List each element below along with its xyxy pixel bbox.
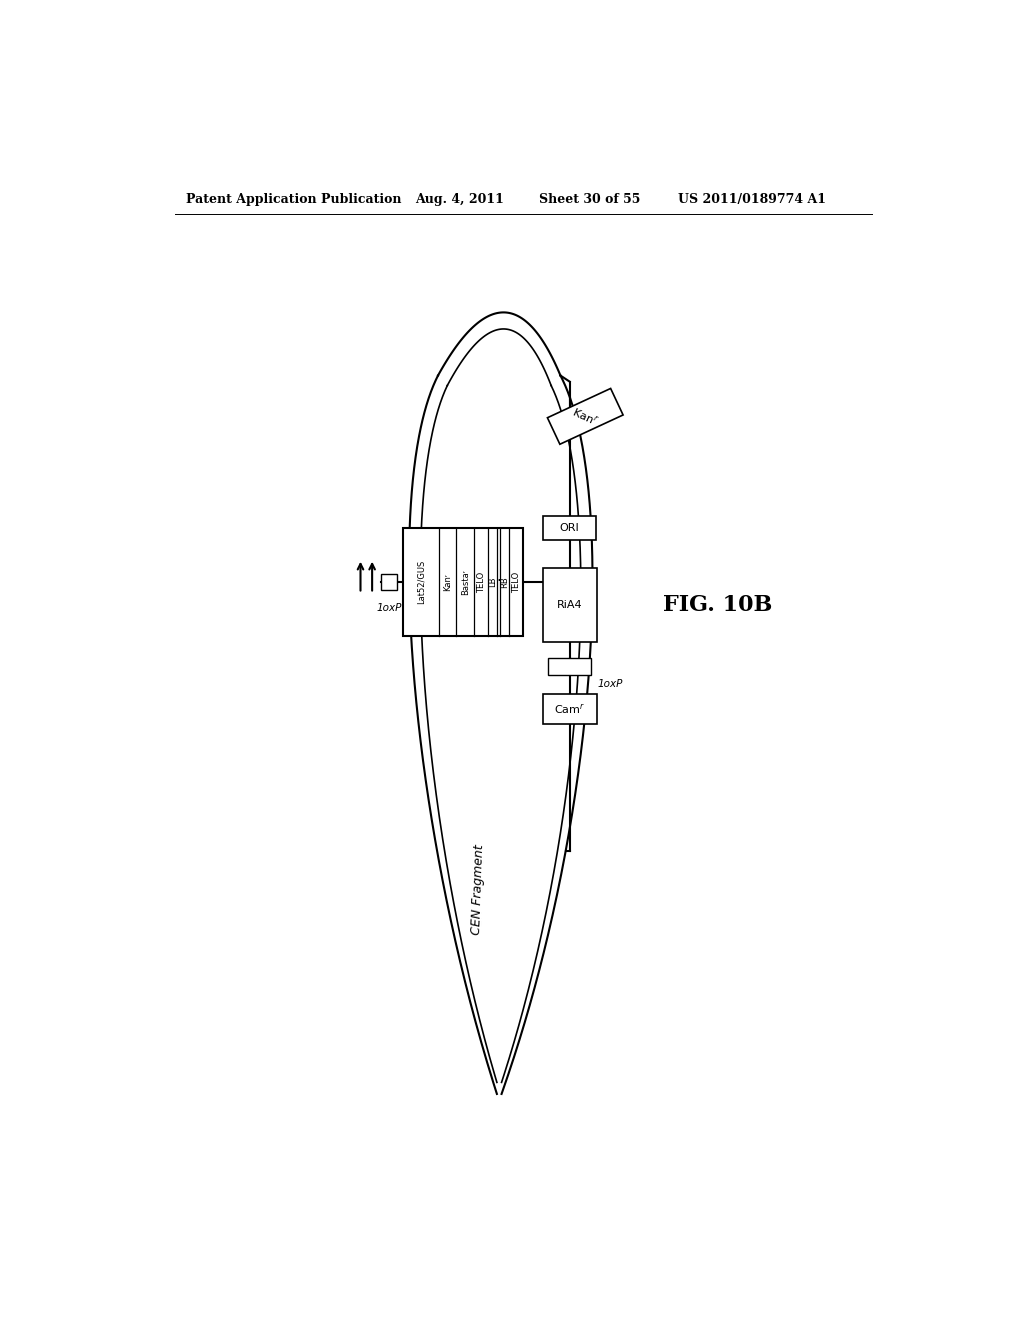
Text: ·: ·	[497, 574, 501, 590]
Text: Lat52/GUS: Lat52/GUS	[417, 560, 425, 605]
Bar	[381, 574, 397, 590]
Text: Kan$^r$: Kan$^r$	[570, 405, 600, 428]
Text: Bastaʳ: Bastaʳ	[461, 569, 470, 595]
Text: US 2011/0189774 A1: US 2011/0189774 A1	[678, 193, 826, 206]
Bar	[543, 569, 597, 642]
Text: 1oxP: 1oxP	[597, 678, 623, 689]
Text: Kanʳ: Kanʳ	[443, 573, 452, 591]
Text: RiA4: RiA4	[557, 601, 583, 610]
Text: TELO: TELO	[512, 572, 521, 593]
Text: LB: LB	[488, 577, 497, 587]
Text: FIG. 10B: FIG. 10B	[663, 594, 772, 616]
Text: Cam$^r$: Cam$^r$	[554, 702, 586, 715]
Text: ORI: ORI	[560, 523, 580, 533]
Text: Aug. 4, 2011: Aug. 4, 2011	[415, 193, 504, 206]
Bar	[403, 528, 523, 636]
Bar	[549, 659, 591, 675]
Text: CEN Fragment: CEN Fragment	[470, 845, 486, 936]
Bar	[543, 694, 597, 723]
Bar	[548, 388, 623, 445]
Text: Patent Application Publication: Patent Application Publication	[186, 193, 401, 206]
Bar	[544, 516, 596, 540]
Text: 1oxP: 1oxP	[377, 603, 401, 614]
Text: TELO: TELO	[476, 572, 485, 593]
Text: RB: RB	[501, 576, 509, 587]
Text: Sheet 30 of 55: Sheet 30 of 55	[539, 193, 640, 206]
